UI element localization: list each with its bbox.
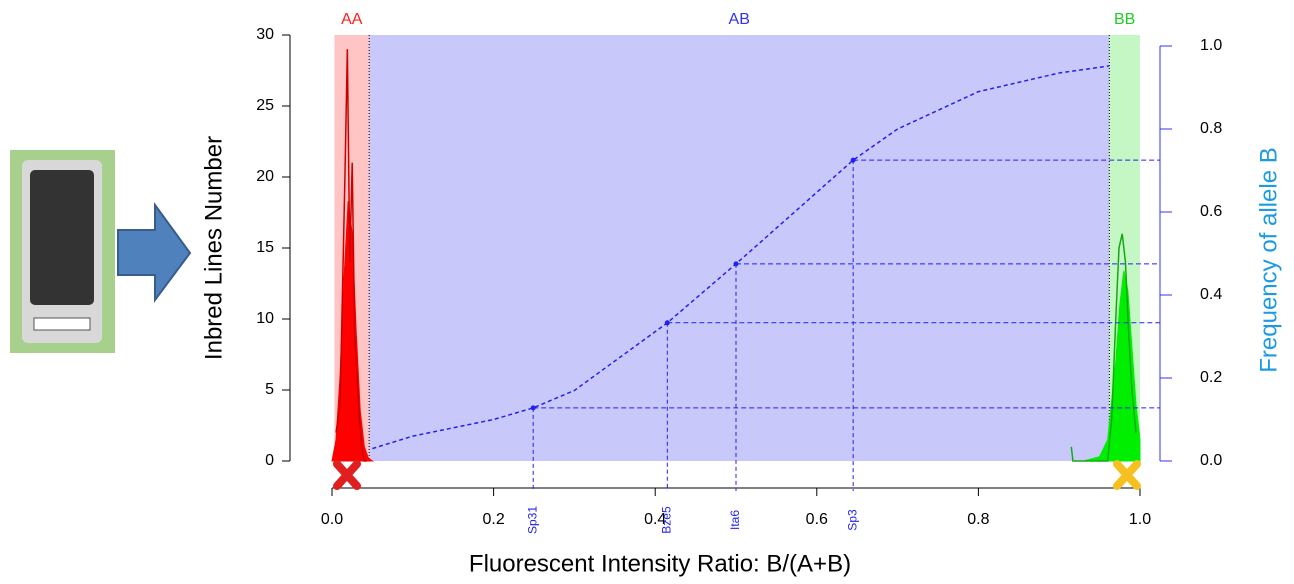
marker-label: Ita6 — [728, 510, 742, 530]
y2-tick-label: 0.2 — [1200, 369, 1222, 386]
histogram-line — [335, 49, 367, 462]
region-label: AA — [341, 11, 363, 28]
marker-label: Sp31 — [525, 506, 539, 534]
y2-tick-label: 0.0 — [1200, 452, 1222, 469]
y2-tick-label: 1.0 — [1200, 37, 1222, 54]
x-tick-label: 0.6 — [806, 511, 828, 528]
y-tick-label: 0 — [265, 452, 274, 469]
y2-axis-title: Frequency of allele B — [1255, 147, 1282, 372]
chip-barcode — [33, 317, 91, 331]
region-label: AB — [729, 11, 750, 28]
histogram-line — [1070, 233, 1137, 462]
plot: AA AB BB 0 5 10 15 20 25 30 0.0 0.2 0.4 0.6 0.8 1.0 0.0 0… — [200, 11, 1282, 577]
x-axis-title: Fluorescent Intensity Ratio: B/(A+B) — [469, 550, 851, 577]
x-tick-label: 0.4 — [644, 511, 666, 528]
red-cross — [333, 460, 361, 490]
marker-point — [664, 320, 670, 326]
yellow-cross — [1113, 460, 1141, 490]
y-axis-title: Inbred Lines Number — [200, 136, 227, 360]
cross-stroke — [1113, 460, 1141, 490]
x-tick-label: 0.2 — [482, 511, 504, 528]
y2-tick-label: 0.6 — [1200, 203, 1222, 220]
chip-image — [10, 150, 115, 353]
y2-tick-label: 0.8 — [1200, 120, 1222, 137]
marker-label: Sp3 — [845, 509, 859, 531]
y-tick-label: 5 — [265, 381, 274, 398]
marker-point — [850, 157, 856, 163]
chip-array — [30, 170, 94, 305]
y-tick-label: 20 — [256, 168, 274, 185]
y-tick-label: 15 — [256, 239, 274, 256]
arrow — [117, 201, 192, 304]
marker-point — [733, 261, 739, 267]
cross-stroke — [333, 460, 361, 490]
marker-label: Bze5 — [659, 506, 673, 534]
frequency-curve — [372, 65, 1110, 450]
marker-point — [530, 405, 536, 411]
region — [369, 35, 1110, 461]
region-label: BB — [1114, 11, 1135, 28]
x-tick-label: 1.0 — [1129, 511, 1151, 528]
y-tick-label: 25 — [256, 97, 274, 114]
y-tick-label: 10 — [256, 310, 274, 327]
x-tick-label: 0.0 — [321, 511, 343, 528]
y-tick-label: 30 — [256, 26, 274, 43]
y2-tick-label: 0.4 — [1200, 286, 1222, 303]
x-tick-label: 0.8 — [967, 511, 989, 528]
